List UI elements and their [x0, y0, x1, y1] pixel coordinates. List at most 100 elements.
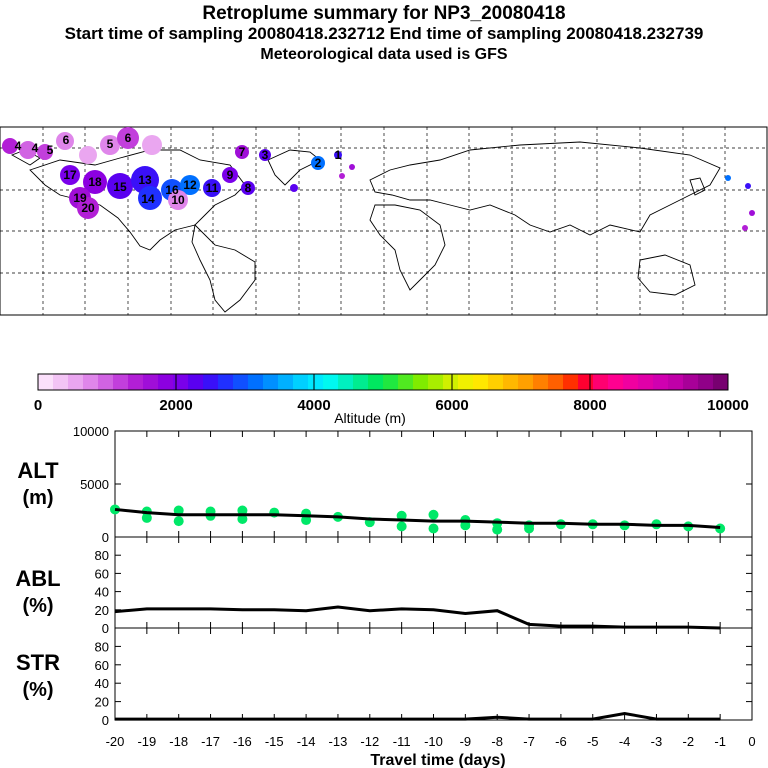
x-tick-label: -11: [393, 734, 411, 749]
colorbar-swatch: [143, 374, 159, 390]
plume-marker: [749, 210, 755, 216]
colorbar-swatch: [533, 374, 549, 390]
colorbar-tick-label: 2000: [159, 397, 192, 414]
colorbar-swatch: [353, 374, 369, 390]
colorbar-swatch: [38, 374, 54, 390]
plume-marker: [60, 165, 80, 185]
colorbar-swatch: [158, 374, 174, 390]
plume-marker: [742, 225, 748, 231]
x-tick-label: -19: [137, 734, 156, 749]
x-tick-label: -2: [683, 734, 695, 749]
plume-marker: [241, 181, 255, 195]
colorbar-swatch: [683, 374, 699, 390]
plume-label: 1: [335, 148, 342, 162]
scatter-point: [141, 512, 152, 523]
met-data-note: Meteorological data used is GFS: [260, 46, 508, 63]
plume-label: 8: [245, 181, 252, 195]
colorbar-swatch: [503, 374, 519, 390]
plume-marker: [334, 151, 342, 159]
panel-frame: [114, 627, 753, 721]
colorbar-swatch: [308, 374, 324, 390]
plume-marker: [339, 173, 345, 179]
scatter-point: [173, 505, 184, 516]
colorbar-swatches: [37, 374, 729, 390]
colorbar-swatch: [443, 374, 459, 390]
plume-label: 9: [227, 168, 234, 182]
colorbar-swatch: [488, 374, 504, 390]
plume-label: 5: [107, 137, 114, 151]
plume-label: 16: [165, 183, 179, 197]
colorbar-swatch: [698, 374, 714, 390]
scatter-point: [428, 509, 439, 520]
colorbar-tick-label: 8000: [573, 397, 606, 414]
colorbar-swatch: [203, 374, 219, 390]
x-tick-label: -9: [460, 734, 472, 749]
x-tick-label: -15: [265, 734, 284, 749]
plume-label: 4: [32, 141, 39, 155]
colorbar-swatch: [83, 374, 99, 390]
plume-marker: [117, 127, 139, 149]
plume-marker: [259, 149, 271, 161]
plume-marker: [107, 173, 133, 199]
plume-label: 2: [315, 156, 322, 170]
y-tick-label: 5000: [80, 477, 109, 492]
plume-marker: [180, 175, 200, 195]
x-tick-label: -7: [523, 734, 535, 749]
plume-marker: [2, 138, 18, 154]
y-tick-label: 40: [95, 585, 109, 600]
y-tick-label: 60: [95, 566, 109, 581]
plume-label: 12: [183, 178, 197, 192]
colorbar-swatch: [293, 374, 309, 390]
panel-yunit: (m): [22, 487, 53, 509]
colorbar-swatch: [548, 374, 564, 390]
plume-label: 5: [47, 143, 54, 157]
y-tick-label: 10000: [73, 424, 109, 439]
plume-marker: [311, 156, 325, 170]
plume-label: 6: [125, 131, 132, 145]
colorbar-swatch: [623, 374, 639, 390]
plume-marker: [19, 141, 37, 159]
colorbar-swatch: [98, 374, 114, 390]
colorbar-tick-label: 6000: [435, 397, 468, 414]
colorbar-swatch: [398, 374, 414, 390]
colorbar-label: Altitude (m): [334, 410, 406, 426]
plume-marker: [83, 170, 107, 194]
plume-marker: [290, 184, 298, 192]
y-tick-label: 20: [95, 695, 109, 710]
scatter-point: [460, 520, 471, 531]
scatter-point: [301, 515, 312, 526]
x-tick-label: -14: [297, 734, 316, 749]
colorbar-swatch: [563, 374, 579, 390]
colorbar-tick-label: 4000: [297, 397, 330, 414]
altitude-colorbar: 0 2000 4000 6000 8000 10000 Altitude (m): [34, 373, 749, 426]
colorbar-swatch: [173, 374, 189, 390]
plume-marker: [203, 179, 221, 197]
colorbar-ticks: 0 2000 4000 6000 8000 10000: [34, 397, 749, 414]
x-tick-label: -12: [360, 734, 379, 749]
colorbar-swatch: [608, 374, 624, 390]
scatter-point: [173, 516, 184, 527]
x-tick-label: -20: [106, 734, 125, 749]
plume-marker: [79, 146, 97, 164]
series-line: [114, 605, 721, 630]
colorbar-swatch: [668, 374, 684, 390]
colorbar-swatch: [188, 374, 204, 390]
colorbar-tick-label: 0: [34, 397, 42, 414]
x-tick-label: -6: [555, 734, 567, 749]
plume-label: 10: [171, 193, 185, 207]
plume-label: 14: [141, 192, 155, 206]
x-tick-label: -5: [587, 734, 599, 749]
y-tick-label: 60: [95, 658, 109, 673]
colorbar-swatch: [638, 374, 654, 390]
colorbar-swatch: [383, 374, 399, 390]
colorbar-swatch: [473, 374, 489, 390]
panel-str: 0 20 40 60 80 STR (%): [16, 627, 753, 728]
colorbar-swatch: [428, 374, 444, 390]
plume-day-labels: 4 4 5 6 6 5 15 14 13 20 19 18 17 16 12 1…: [15, 131, 342, 215]
plume-marker: [222, 167, 238, 183]
chart-title: Retroplume summary for NP3_20080418: [202, 3, 566, 24]
x-tick-label: -13: [329, 734, 348, 749]
panel-frame: [114, 536, 753, 629]
colorbar-swatch: [458, 374, 474, 390]
colorbar-swatch: [113, 374, 129, 390]
